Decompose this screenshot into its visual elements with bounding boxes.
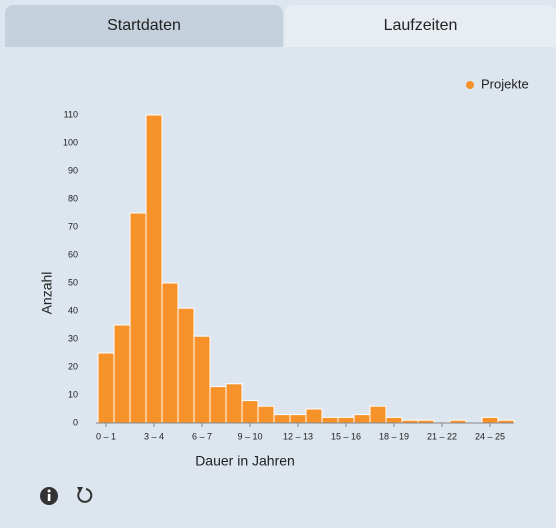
tab[interactable]: Startdaten: [5, 5, 283, 47]
bar: [337, 416, 355, 424]
y-tick-label: 40: [68, 305, 78, 315]
x-tick-label: 15 – 16: [331, 431, 361, 441]
bar: [209, 386, 227, 424]
bar: [193, 335, 211, 424]
y-tick-label: 80: [68, 193, 78, 203]
x-tick-label: 12 – 13: [283, 431, 313, 441]
bar: [273, 414, 291, 424]
bar: [113, 324, 131, 424]
bar: [241, 400, 259, 424]
y-tick-label: 10: [68, 389, 78, 399]
x-tick-label: 0 – 1: [96, 431, 116, 441]
y-tick-label: 50: [68, 277, 78, 287]
bar: [177, 307, 195, 424]
bar: [353, 414, 371, 424]
bar: [129, 212, 147, 424]
y-tick-label: 60: [68, 249, 78, 259]
tab[interactable]: Laufzeiten: [285, 5, 556, 47]
bar: [385, 416, 403, 424]
bar: [321, 416, 339, 424]
y-tick-label: 0: [73, 417, 78, 427]
x-tick-label: 24 – 25: [475, 431, 505, 441]
y-tick-label: 30: [68, 333, 78, 343]
x-tick-label: 18 – 19: [379, 431, 409, 441]
x-axis-title: Dauer in Jahren: [195, 453, 295, 469]
bar: [225, 383, 243, 424]
legend-marker: [466, 81, 474, 89]
reset-button[interactable]: [77, 487, 93, 503]
y-tick-label: 70: [68, 221, 78, 231]
y-axis-title: Anzahl: [39, 272, 55, 315]
y-tick-label: 100: [63, 137, 78, 147]
y-tick-label: 20: [68, 361, 78, 371]
bar: [481, 416, 499, 424]
bar: [289, 414, 307, 424]
x-tick-label: 21 – 22: [427, 431, 457, 441]
x-tick-label: 9 – 10: [237, 431, 262, 441]
bar: [161, 282, 179, 424]
x-tick-label: 6 – 7: [192, 431, 212, 441]
bar: [97, 352, 115, 424]
y-tick-label: 110: [64, 109, 78, 119]
bar: [369, 405, 387, 424]
bar: [145, 114, 163, 424]
bar: [305, 408, 323, 424]
x-tick-label: 3 – 4: [144, 431, 164, 441]
legend-label: Projekte: [481, 76, 529, 91]
y-tick-label: 90: [68, 165, 78, 175]
info-button[interactable]: [40, 487, 58, 505]
bar: [257, 405, 275, 424]
